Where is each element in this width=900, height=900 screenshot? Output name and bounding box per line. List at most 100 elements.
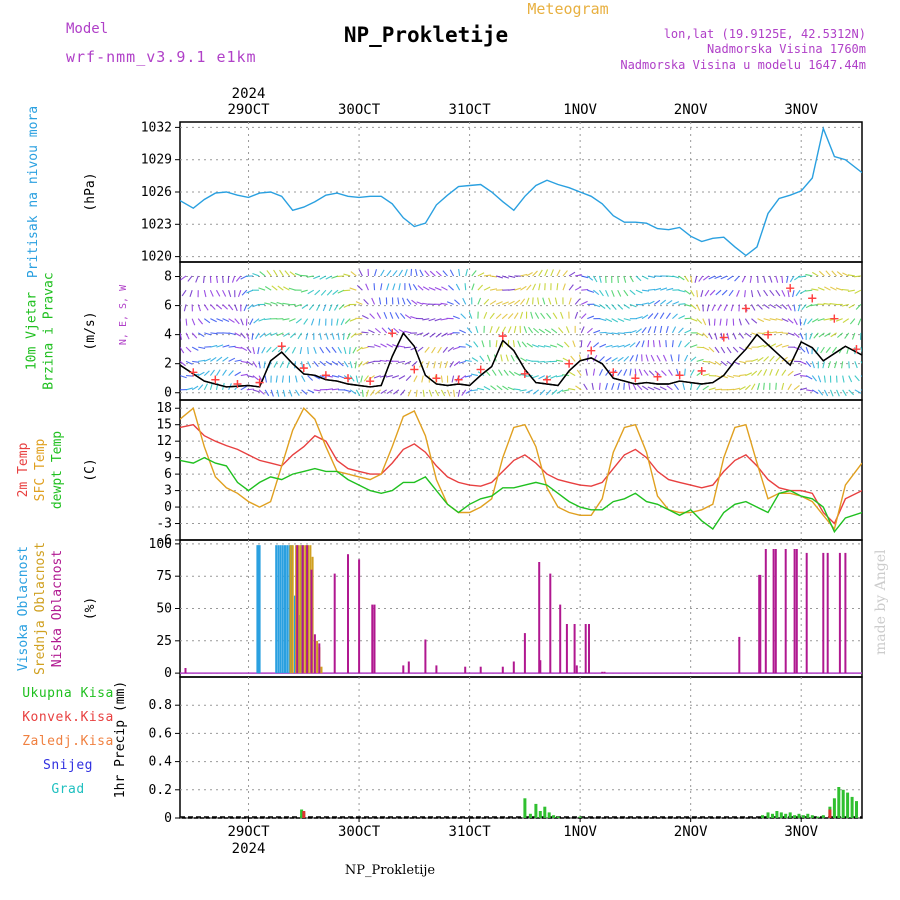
- wind-arrow: [246, 388, 254, 391]
- wind-arrow: [424, 270, 430, 277]
- cloud-bar: [501, 666, 504, 674]
- wind-arrow: [757, 369, 763, 376]
- wind-arrow: [809, 332, 813, 340]
- wind-ytick-label: 6: [164, 299, 172, 314]
- wind-arrow: [638, 368, 643, 376]
- wind-arrow: [355, 301, 363, 305]
- wind-arrow: [668, 369, 673, 376]
- wind-arrow: [684, 317, 692, 320]
- precip-bar: [552, 815, 556, 818]
- wind-arrow: [410, 316, 418, 320]
- cloud-bar: [305, 545, 307, 674]
- wind-arrow: [185, 318, 188, 326]
- wind-arrow: [805, 273, 813, 277]
- precip-bar: [797, 813, 801, 818]
- wind-arrow: [502, 301, 509, 305]
- pressure-ytick-label: 1032: [141, 120, 172, 135]
- wind-arrow: [825, 346, 831, 353]
- wind-arrow: [331, 332, 335, 340]
- wind-arrow: [860, 375, 862, 377]
- wind-arrow: [652, 340, 655, 348]
- wind-arrow: [273, 361, 278, 368]
- wind-arrow: [568, 284, 574, 291]
- wind-arrow: [763, 369, 768, 376]
- wind-arrow: [544, 269, 549, 277]
- wind-arrow: [636, 384, 643, 391]
- wind-arrow: [605, 344, 613, 348]
- wind-arrow: [447, 346, 454, 352]
- wind-arrow: [465, 343, 473, 348]
- wind-arrow: [635, 275, 642, 282]
- cloud-bar: [575, 665, 578, 674]
- wind-arrow: [690, 289, 695, 297]
- gust-marker: [388, 329, 397, 338]
- wind-arrow: [598, 369, 604, 376]
- wind-arrow: [452, 346, 460, 350]
- gust-marker: [233, 380, 242, 389]
- wind-arrow: [666, 385, 673, 391]
- model-label: Model: [66, 21, 108, 37]
- pressure-ytick-label: 1023: [141, 217, 172, 232]
- cloud-bar: [299, 545, 302, 674]
- wind-arrow: [354, 361, 357, 369]
- wind-arrow: [222, 344, 230, 348]
- wind-arrow: [763, 318, 771, 322]
- gust-marker: [454, 375, 463, 384]
- wind-arrow: [558, 327, 564, 334]
- cloud-bar: [347, 554, 349, 674]
- wind-arrow: [757, 382, 760, 390]
- wind-arrow: [365, 389, 369, 397]
- cloud-bar: [588, 624, 590, 674]
- x-tick-label-bottom: 31OCT: [449, 824, 492, 840]
- wind-arrow: [308, 304, 315, 311]
- wind-arrow: [286, 361, 290, 369]
- wind-arrow: [398, 283, 401, 291]
- wind-arrow: [807, 318, 813, 325]
- wind-arrow: [191, 318, 196, 326]
- wind-arrow: [775, 331, 783, 334]
- wind-arrow: [817, 318, 825, 322]
- wind-arrow: [399, 312, 406, 320]
- wind-arrow: [719, 318, 722, 326]
- wind-arrow: [228, 332, 236, 336]
- wind-arrow: [751, 318, 758, 324]
- wind-arrow: [653, 325, 657, 334]
- wind-arrow: [361, 315, 369, 320]
- wind-arrow: [744, 290, 746, 298]
- wind-arrow: [786, 275, 789, 283]
- gust-marker: [321, 371, 330, 380]
- wind-arrow: [676, 368, 680, 376]
- wind-arrow: [349, 375, 355, 382]
- wind-arrow: [812, 271, 819, 277]
- wind-arrow: [288, 287, 296, 291]
- wind-arrow: [835, 318, 843, 322]
- wind-arrow: [702, 385, 709, 391]
- wind-arrow: [343, 273, 351, 277]
- wind-arrow: [301, 303, 308, 309]
- wind-arrow: [817, 389, 824, 396]
- wind-arrow: [769, 303, 776, 309]
- wind-arrow: [333, 304, 339, 311]
- wind-arrow: [629, 355, 634, 362]
- wind-arrow: [666, 287, 674, 291]
- wind-arrow: [397, 345, 406, 348]
- wind-arrow: [702, 332, 709, 339]
- precip-bar: [788, 812, 792, 818]
- wind-arrow: [797, 304, 801, 312]
- wind-arrow: [690, 344, 698, 348]
- wind-arrow: [538, 375, 546, 380]
- wind-arrow: [228, 357, 236, 362]
- wind-arrow: [769, 355, 775, 362]
- wind-arrow: [599, 356, 605, 362]
- wind-arrow: [769, 368, 773, 376]
- wind-arrow: [713, 318, 716, 326]
- wind-arrow: [572, 340, 576, 348]
- wind-arrow: [355, 332, 363, 336]
- precip-bar: [543, 806, 547, 818]
- wind-arrow: [400, 389, 406, 396]
- wind-arrow: [855, 304, 862, 310]
- wind-arrow: [520, 357, 527, 362]
- x-tick-label-bottom: 30OCT: [338, 824, 381, 840]
- wind-arrow: [711, 304, 716, 312]
- wind-arrow: [787, 290, 790, 298]
